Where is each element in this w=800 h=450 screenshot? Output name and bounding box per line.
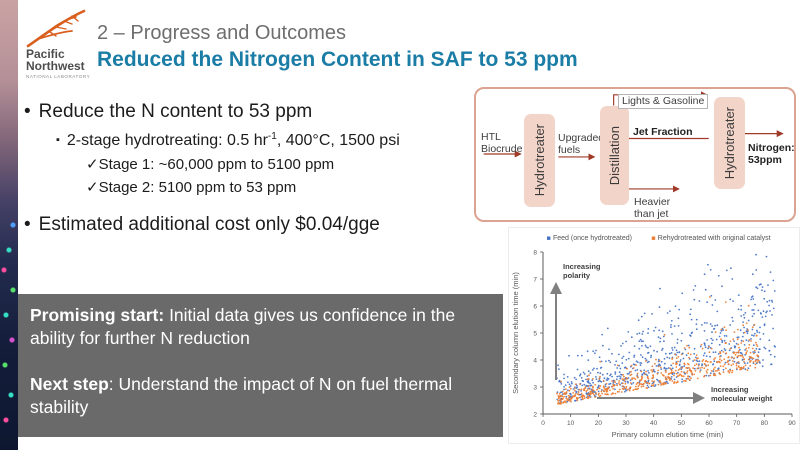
x-tick-label: 90 [788, 420, 796, 427]
label-jet-fraction: Jet Fraction [633, 126, 693, 138]
superscript: -1 [267, 131, 277, 142]
logo-text-national-laboratory: NATIONAL LABORATORY [26, 74, 91, 79]
x-axis-label: Primary column elution time (min) [612, 430, 724, 439]
slide-kicker: 2 – Progress and Outcomes [97, 22, 347, 44]
slide-title: Reduced the Nitrogen Content in SAF to 5… [97, 48, 578, 71]
bullet-reduce-n: • Reduce the N content to 53 ppm [24, 101, 313, 122]
x-tick-label: 0 [541, 420, 545, 427]
unit-distillation: Distillation [600, 106, 629, 205]
legend-marker [547, 236, 551, 240]
y-tick-label: 7 [533, 276, 537, 283]
y-axis-label: Secondary column elution time (min) [511, 272, 520, 394]
pnnl-logo: Pacific Northwest NATIONAL LABORATORY [26, 8, 96, 79]
bullet-hydrotreating-conditions: ▪ 2-stage hydrotreating: 0.5 hr-1, 400°C,… [56, 131, 400, 149]
legend-label: Rehydrotreated with original catalyst [658, 235, 771, 242]
chart-legend: Feed (once hydrotreated) Rehydrotreated w… [547, 235, 771, 242]
x-tick-label: 50 [678, 420, 686, 427]
bullet-stage-1: ✓Stage 1: ~60,000 ppm to 5100 ppm [86, 156, 335, 173]
label-lights-gasoline: Lights & Gasoline [618, 94, 709, 109]
y-tick-label: 8 [533, 249, 537, 256]
scatter-series-1 [556, 296, 760, 405]
gcxgc-scatter-chart: 0 10 20 30 40 50 60 70 80 90 2 3 4 5 6 7 8 Primary column… [508, 227, 800, 444]
x-tick-label: 20 [595, 420, 603, 427]
unit-hydrotreater-2: Hydrotreater [714, 97, 745, 189]
logo-text-pacific: Pacific [26, 47, 65, 61]
decorative-edge-image [0, 0, 18, 450]
bullet-marker: ▪ [56, 134, 60, 146]
bullet-cost: • Estimated additional cost only $0.04/gg… [24, 214, 380, 235]
bullet-marker: • [24, 214, 31, 235]
next-step-text: Next step: Understand the impact of N on… [30, 374, 453, 417]
x-tick-label: 30 [622, 420, 630, 427]
bullet-stage-2: ✓Stage 2: 5100 ppm to 53 ppm [86, 179, 297, 196]
legend-marker [651, 236, 656, 240]
label-upgraded-fuels: Upgraded fuels [558, 132, 605, 156]
x-tick-label: 70 [733, 420, 741, 427]
y-tick-label: 3 [533, 384, 537, 391]
x-tick-label: 10 [567, 420, 575, 427]
logo-text-northwest: Northwest [26, 59, 85, 73]
label-htl-biocrude: HTL Biocrude [481, 131, 523, 155]
y-tick-label: 6 [533, 303, 537, 310]
bullet-marker: • [24, 101, 31, 122]
chart-annotations: Increasing polarity Increasing molecular we… [550, 262, 773, 404]
process-flow-diagram: HTL Biocrude Hydrotreater Upgraded fuels… [474, 87, 796, 222]
label-nitrogen-53ppm: Nitrogen: 53ppm [748, 142, 795, 166]
y-tick-label: 2 [533, 411, 537, 418]
x-tick-label: 60 [705, 420, 713, 427]
takeaway-callout: Promising start: Initial data gives us c… [18, 294, 503, 437]
x-tick-label: 80 [761, 420, 769, 427]
label-heavier-than-jet: Heavier than jet [634, 196, 671, 220]
y-tick-label: 4 [533, 357, 537, 364]
promising-start-text: Promising start: Initial data gives us c… [30, 305, 456, 348]
x-tick-label: 40 [650, 420, 658, 427]
legend-label: Feed (once hydrotreated) [553, 235, 632, 242]
y-tick-label: 5 [533, 330, 537, 337]
bullet-list: • Reduce the N content to 53 ppm ▪ 2-stage… [24, 100, 484, 237]
unit-hydrotreater-1: Hydrotreater [524, 114, 555, 207]
branch-icon [26, 9, 86, 48]
